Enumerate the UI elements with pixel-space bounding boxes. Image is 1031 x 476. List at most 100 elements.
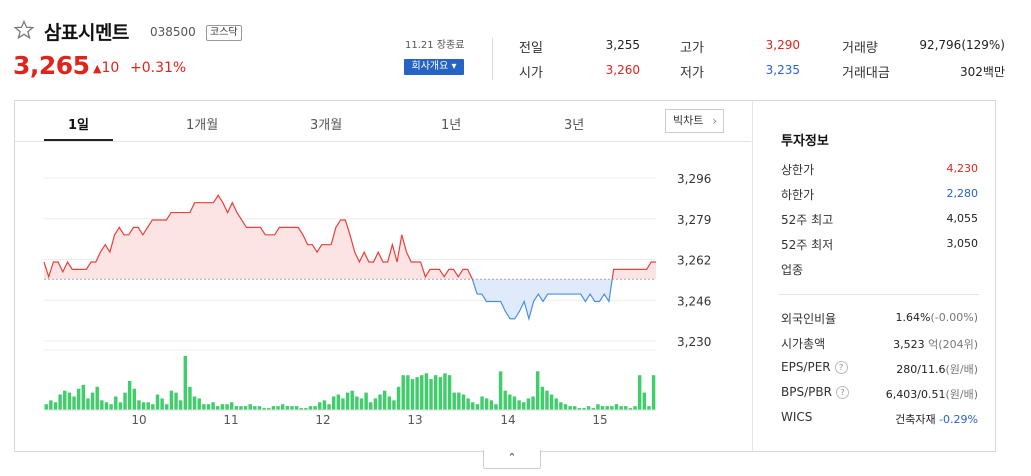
tab-1year[interactable]: 1년: [441, 118, 462, 133]
active-tab-indicator: [44, 139, 113, 141]
volume-bar: [498, 371, 503, 410]
volume-bar: [531, 396, 535, 410]
wics-value: 건축자재 -0.29%: [895, 413, 978, 426]
volume-bar: [308, 406, 313, 410]
upper-limit-value: 4,230: [946, 162, 979, 175]
y-tick-label: 3,296: [677, 172, 711, 186]
tab-3months[interactable]: 3개월: [310, 118, 343, 133]
volume-bar: [327, 404, 331, 410]
volume-bar: [484, 398, 489, 410]
volume-bar: [58, 394, 62, 410]
volume-bar: [271, 406, 276, 410]
volume-bar: [540, 386, 545, 410]
volume-bar: [253, 406, 257, 410]
lower-limit-label: 하한가: [781, 188, 815, 202]
volume-bar: [202, 404, 206, 410]
volume-bar: [475, 404, 480, 410]
volume-bar: [151, 404, 155, 410]
price-change: ▲10: [93, 60, 120, 76]
expand-button[interactable]: ⌃: [483, 450, 541, 469]
intraday-chart: 3,296 3,279 3,262 3,246 3,230 10 11 12 13 14 15: [43, 172, 711, 427]
x-tick-label: 13: [407, 413, 422, 427]
stock-code: 038500: [150, 25, 196, 39]
volume-bar: [559, 402, 563, 410]
amount-value: 302백만: [960, 65, 1005, 79]
volume-bar: [290, 406, 294, 410]
volume-bar: [443, 373, 447, 410]
volume-bar: [526, 398, 531, 410]
volume-bar: [100, 400, 104, 410]
volume-bar: [396, 386, 401, 410]
big-chart-button[interactable]: 빅차트 ›: [665, 109, 724, 133]
price-change-pct: +0.31%: [130, 60, 187, 76]
up-arrow-icon: ▲: [93, 62, 102, 75]
sector-label: 업종: [781, 263, 804, 277]
volume-bar: [591, 408, 596, 410]
bps-pbr-value: 6,403/0.51(원/배): [885, 388, 978, 401]
invest-info-title: 투자정보: [781, 134, 829, 149]
volume-bar: [378, 394, 382, 410]
low-label: 저가: [680, 66, 704, 81]
volume-bar: [81, 384, 86, 410]
y-tick-label: 3,246: [677, 294, 711, 308]
x-tick-label: 14: [500, 413, 515, 427]
w52-low-label: 52주 최저: [781, 238, 834, 252]
high-value: 3,290: [765, 38, 800, 52]
volume-bar: [647, 406, 651, 410]
volume-bar: [563, 404, 568, 410]
market-cap-value: 3,523 억(204위): [893, 338, 978, 351]
tab-1day[interactable]: 1일: [68, 118, 90, 133]
volume-bar: [197, 398, 201, 410]
price-area-down: [44, 279, 656, 319]
volume-label: 거래량: [842, 41, 878, 56]
market-cap-label: 시가총액: [781, 337, 826, 351]
volume-bar: [651, 375, 656, 410]
volume-bar: [114, 396, 118, 410]
price-area-up: [44, 195, 656, 280]
foreign-ratio-label: 외국인비율: [781, 312, 837, 326]
volume-bar: [76, 388, 81, 410]
volume-bar: [420, 375, 424, 410]
divider: [778, 294, 979, 295]
help-icon[interactable]: ?: [835, 386, 849, 399]
divider: [752, 101, 753, 451]
volume-bar: [248, 404, 252, 410]
volume-bar: [586, 406, 591, 410]
period-tabs: [15, 101, 751, 142]
volume-bar: [155, 394, 160, 410]
open-value: 3,260: [605, 63, 640, 77]
volume-bar: [257, 406, 262, 410]
lower-limit-value: 2,280: [946, 187, 979, 200]
volume-bar: [637, 375, 642, 410]
volume-bar: [123, 392, 127, 410]
volume-bar: [299, 408, 303, 410]
volume-bar: [178, 400, 183, 410]
volume-bar: [373, 398, 378, 410]
volume-bar: [49, 400, 53, 410]
volume-bar: [392, 400, 396, 410]
volume-bar: [127, 381, 132, 410]
tab-1month[interactable]: 1개월: [186, 118, 219, 133]
volume-bar: [382, 390, 387, 410]
prev-close-value: 3,255: [605, 38, 640, 52]
volume-bar: [494, 404, 498, 410]
volume-bar: [243, 406, 248, 410]
company-overview-button[interactable]: 회사개요 ▾: [404, 59, 464, 75]
x-tick-label: 12: [315, 413, 330, 427]
volume-bar: [489, 400, 494, 410]
volume-bar: [573, 406, 577, 410]
volume-bar: [188, 386, 192, 410]
help-icon[interactable]: ?: [834, 361, 848, 374]
volume-bar: [220, 404, 225, 410]
favorite-star-icon[interactable]: [14, 20, 34, 40]
volume-bar: [345, 392, 350, 410]
tab-3years[interactable]: 3년: [564, 118, 585, 133]
volume-bar: [53, 402, 58, 410]
chevron-up-icon: ⌃: [507, 451, 517, 464]
volume-bar: [341, 398, 345, 410]
amount-label: 거래대금: [842, 66, 890, 81]
high-label: 고가: [680, 41, 704, 56]
volume-bar: [216, 406, 220, 410]
volume-bar: [318, 402, 322, 410]
volume-bar: [165, 404, 169, 410]
